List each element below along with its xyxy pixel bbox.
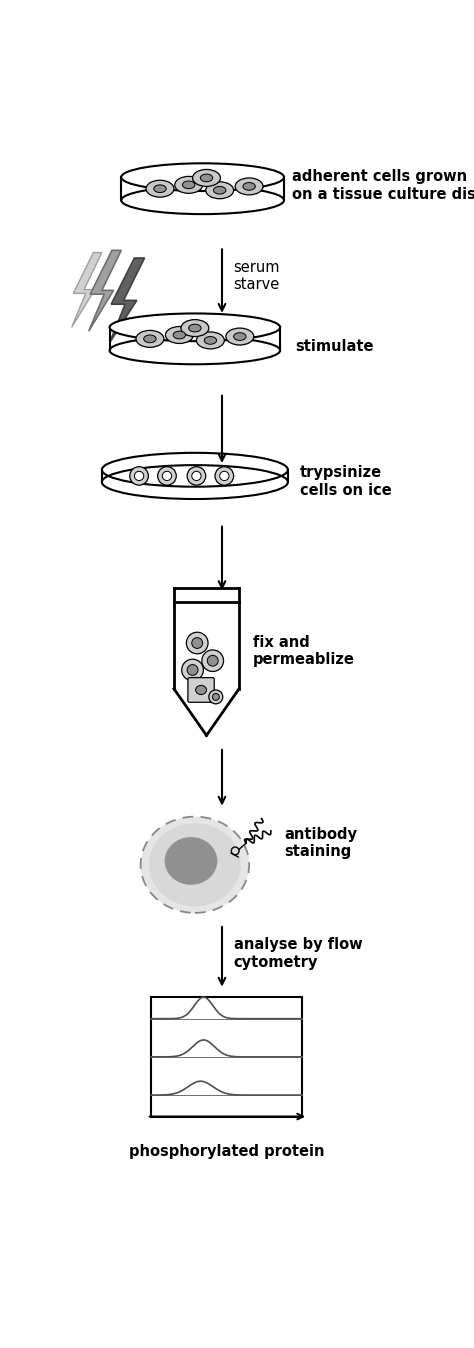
Ellipse shape [187,466,206,485]
Ellipse shape [215,466,234,485]
Ellipse shape [146,181,174,197]
Ellipse shape [109,314,280,341]
Ellipse shape [207,655,218,666]
Ellipse shape [192,170,220,186]
Ellipse shape [235,178,263,195]
Ellipse shape [109,337,280,364]
Ellipse shape [219,472,229,480]
Ellipse shape [135,472,144,480]
Ellipse shape [175,177,202,193]
Polygon shape [72,252,102,328]
Ellipse shape [162,472,172,480]
Text: stimulate: stimulate [296,340,374,355]
Ellipse shape [206,182,234,198]
Ellipse shape [213,186,226,194]
Ellipse shape [196,685,207,694]
Polygon shape [151,998,302,1116]
Text: fix and
permeablize: fix and permeablize [253,635,355,667]
Ellipse shape [121,163,284,191]
Text: trypsinize
cells on ice: trypsinize cells on ice [300,465,391,497]
Polygon shape [109,257,145,342]
Ellipse shape [141,817,249,913]
Ellipse shape [182,181,195,189]
Ellipse shape [202,650,224,671]
Ellipse shape [130,466,148,485]
FancyBboxPatch shape [188,678,214,702]
Ellipse shape [234,333,246,341]
Ellipse shape [181,319,209,337]
Polygon shape [102,469,288,483]
Ellipse shape [196,332,224,349]
Ellipse shape [173,332,186,338]
Ellipse shape [192,472,201,480]
Ellipse shape [187,665,198,675]
Text: adherent cells grown
on a tissue culture dish: adherent cells grown on a tissue culture… [292,170,474,202]
Ellipse shape [209,690,223,704]
Ellipse shape [136,330,164,348]
Polygon shape [109,328,280,350]
Text: antibody
staining: antibody staining [284,828,357,860]
Text: serum
starve: serum starve [234,260,280,293]
Ellipse shape [154,185,166,193]
Polygon shape [89,251,121,332]
Ellipse shape [149,824,241,906]
Ellipse shape [212,693,219,701]
Ellipse shape [243,182,255,190]
Ellipse shape [165,326,193,344]
Ellipse shape [182,659,203,681]
Ellipse shape [192,638,202,648]
Text: analyse by flow
cytometry: analyse by flow cytometry [234,937,362,969]
Polygon shape [174,603,239,736]
Text: phosphorylated protein: phosphorylated protein [128,1143,324,1159]
Ellipse shape [164,837,218,884]
Polygon shape [121,177,284,201]
Ellipse shape [121,186,284,214]
Ellipse shape [102,465,288,499]
Ellipse shape [189,325,201,332]
Ellipse shape [204,337,217,344]
Ellipse shape [226,328,254,345]
Ellipse shape [201,174,213,182]
Ellipse shape [144,336,156,342]
Ellipse shape [158,466,176,485]
Ellipse shape [186,632,208,654]
